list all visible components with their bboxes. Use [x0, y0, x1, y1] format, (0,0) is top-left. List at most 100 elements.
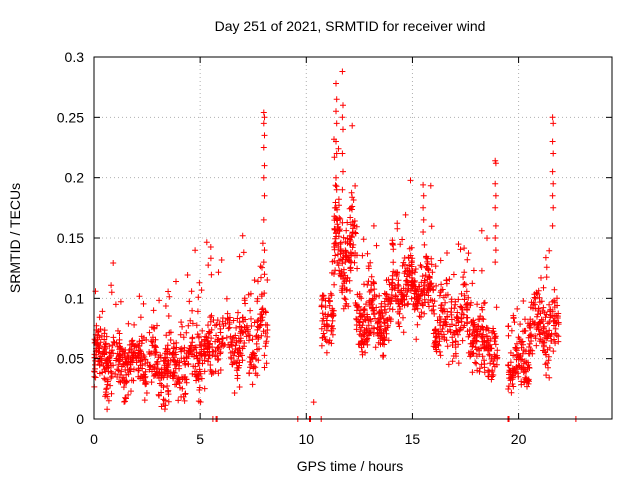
data-point [207, 244, 214, 250]
data-point [196, 368, 203, 375]
data-point [327, 290, 334, 297]
data-point [469, 280, 476, 287]
data-point [525, 377, 531, 384]
data-point [534, 322, 541, 329]
data-point [426, 274, 432, 280]
data-point [550, 150, 557, 157]
data-point [462, 281, 469, 288]
data-point [492, 341, 499, 348]
data-point [526, 340, 533, 347]
data-point [196, 334, 202, 341]
data-point [205, 358, 211, 365]
data-point [322, 304, 329, 311]
data-point [469, 369, 476, 376]
data-point [214, 317, 221, 324]
data-point [485, 342, 492, 349]
data-point [550, 348, 557, 355]
data-point [542, 254, 549, 261]
data-point [230, 334, 237, 341]
data-point [95, 342, 102, 349]
data-point [192, 363, 199, 370]
data-point [509, 372, 516, 379]
data-point [392, 269, 399, 276]
data-point [141, 397, 148, 404]
data-point [473, 326, 480, 333]
data-point [208, 312, 215, 319]
data-point [532, 332, 539, 339]
data-point [138, 373, 144, 380]
data-point [262, 343, 269, 350]
data-point [151, 348, 158, 355]
data-point [507, 359, 514, 366]
data-point [246, 370, 253, 377]
data-point [492, 247, 499, 254]
data-point [353, 223, 360, 230]
data-point [234, 315, 241, 322]
data-point [264, 277, 271, 283]
data-point [437, 352, 444, 359]
data-point [218, 257, 225, 263]
data-point [339, 186, 346, 193]
data-point [442, 299, 449, 306]
data-point [362, 349, 369, 356]
data-point [472, 359, 479, 366]
data-point [361, 306, 368, 312]
data-point [408, 274, 415, 281]
data-point [364, 250, 371, 257]
data-point [96, 314, 103, 321]
data-point [215, 370, 222, 377]
data-point [173, 381, 180, 388]
data-point [329, 331, 336, 338]
data-point [176, 380, 183, 387]
data-point [453, 322, 459, 329]
data-point [543, 328, 549, 335]
data-point [505, 332, 512, 339]
data-point [415, 283, 422, 290]
data-point [224, 316, 231, 322]
data-point [455, 319, 462, 326]
data-point [261, 364, 268, 371]
data-point [508, 327, 515, 334]
data-point [96, 345, 102, 352]
data-point [395, 300, 402, 307]
data-point [436, 292, 443, 299]
data-point [333, 204, 339, 211]
data-point [247, 332, 253, 339]
data-point [370, 278, 377, 285]
data-point [414, 298, 421, 305]
data-point [123, 371, 130, 378]
data-point [400, 259, 407, 266]
data-point [173, 278, 179, 285]
data-point [364, 281, 371, 288]
x-tick-label: 20 [511, 431, 527, 447]
data-point [254, 295, 261, 302]
data-point [551, 336, 557, 343]
data-point [480, 316, 487, 323]
data-point [444, 308, 451, 315]
data-point [203, 239, 210, 246]
data-point [367, 287, 374, 294]
data-point [333, 120, 340, 127]
data-point [241, 297, 248, 304]
data-point [383, 291, 390, 298]
data-point [237, 350, 244, 357]
data-point [338, 273, 345, 280]
data-point [529, 347, 536, 354]
data-point [140, 377, 147, 384]
data-point [235, 335, 242, 342]
data-point [218, 342, 225, 348]
data-point [243, 333, 250, 340]
data-point [478, 227, 485, 234]
data-point [197, 350, 204, 357]
data-point [480, 300, 487, 307]
data-point [190, 346, 197, 353]
data-point [491, 363, 498, 370]
data-point [464, 328, 471, 335]
data-point [349, 206, 355, 213]
data-point [146, 366, 153, 373]
data-point [361, 281, 367, 288]
data-point [521, 327, 528, 334]
data-point [449, 358, 456, 365]
data-point [403, 293, 410, 300]
data-point [205, 262, 212, 269]
